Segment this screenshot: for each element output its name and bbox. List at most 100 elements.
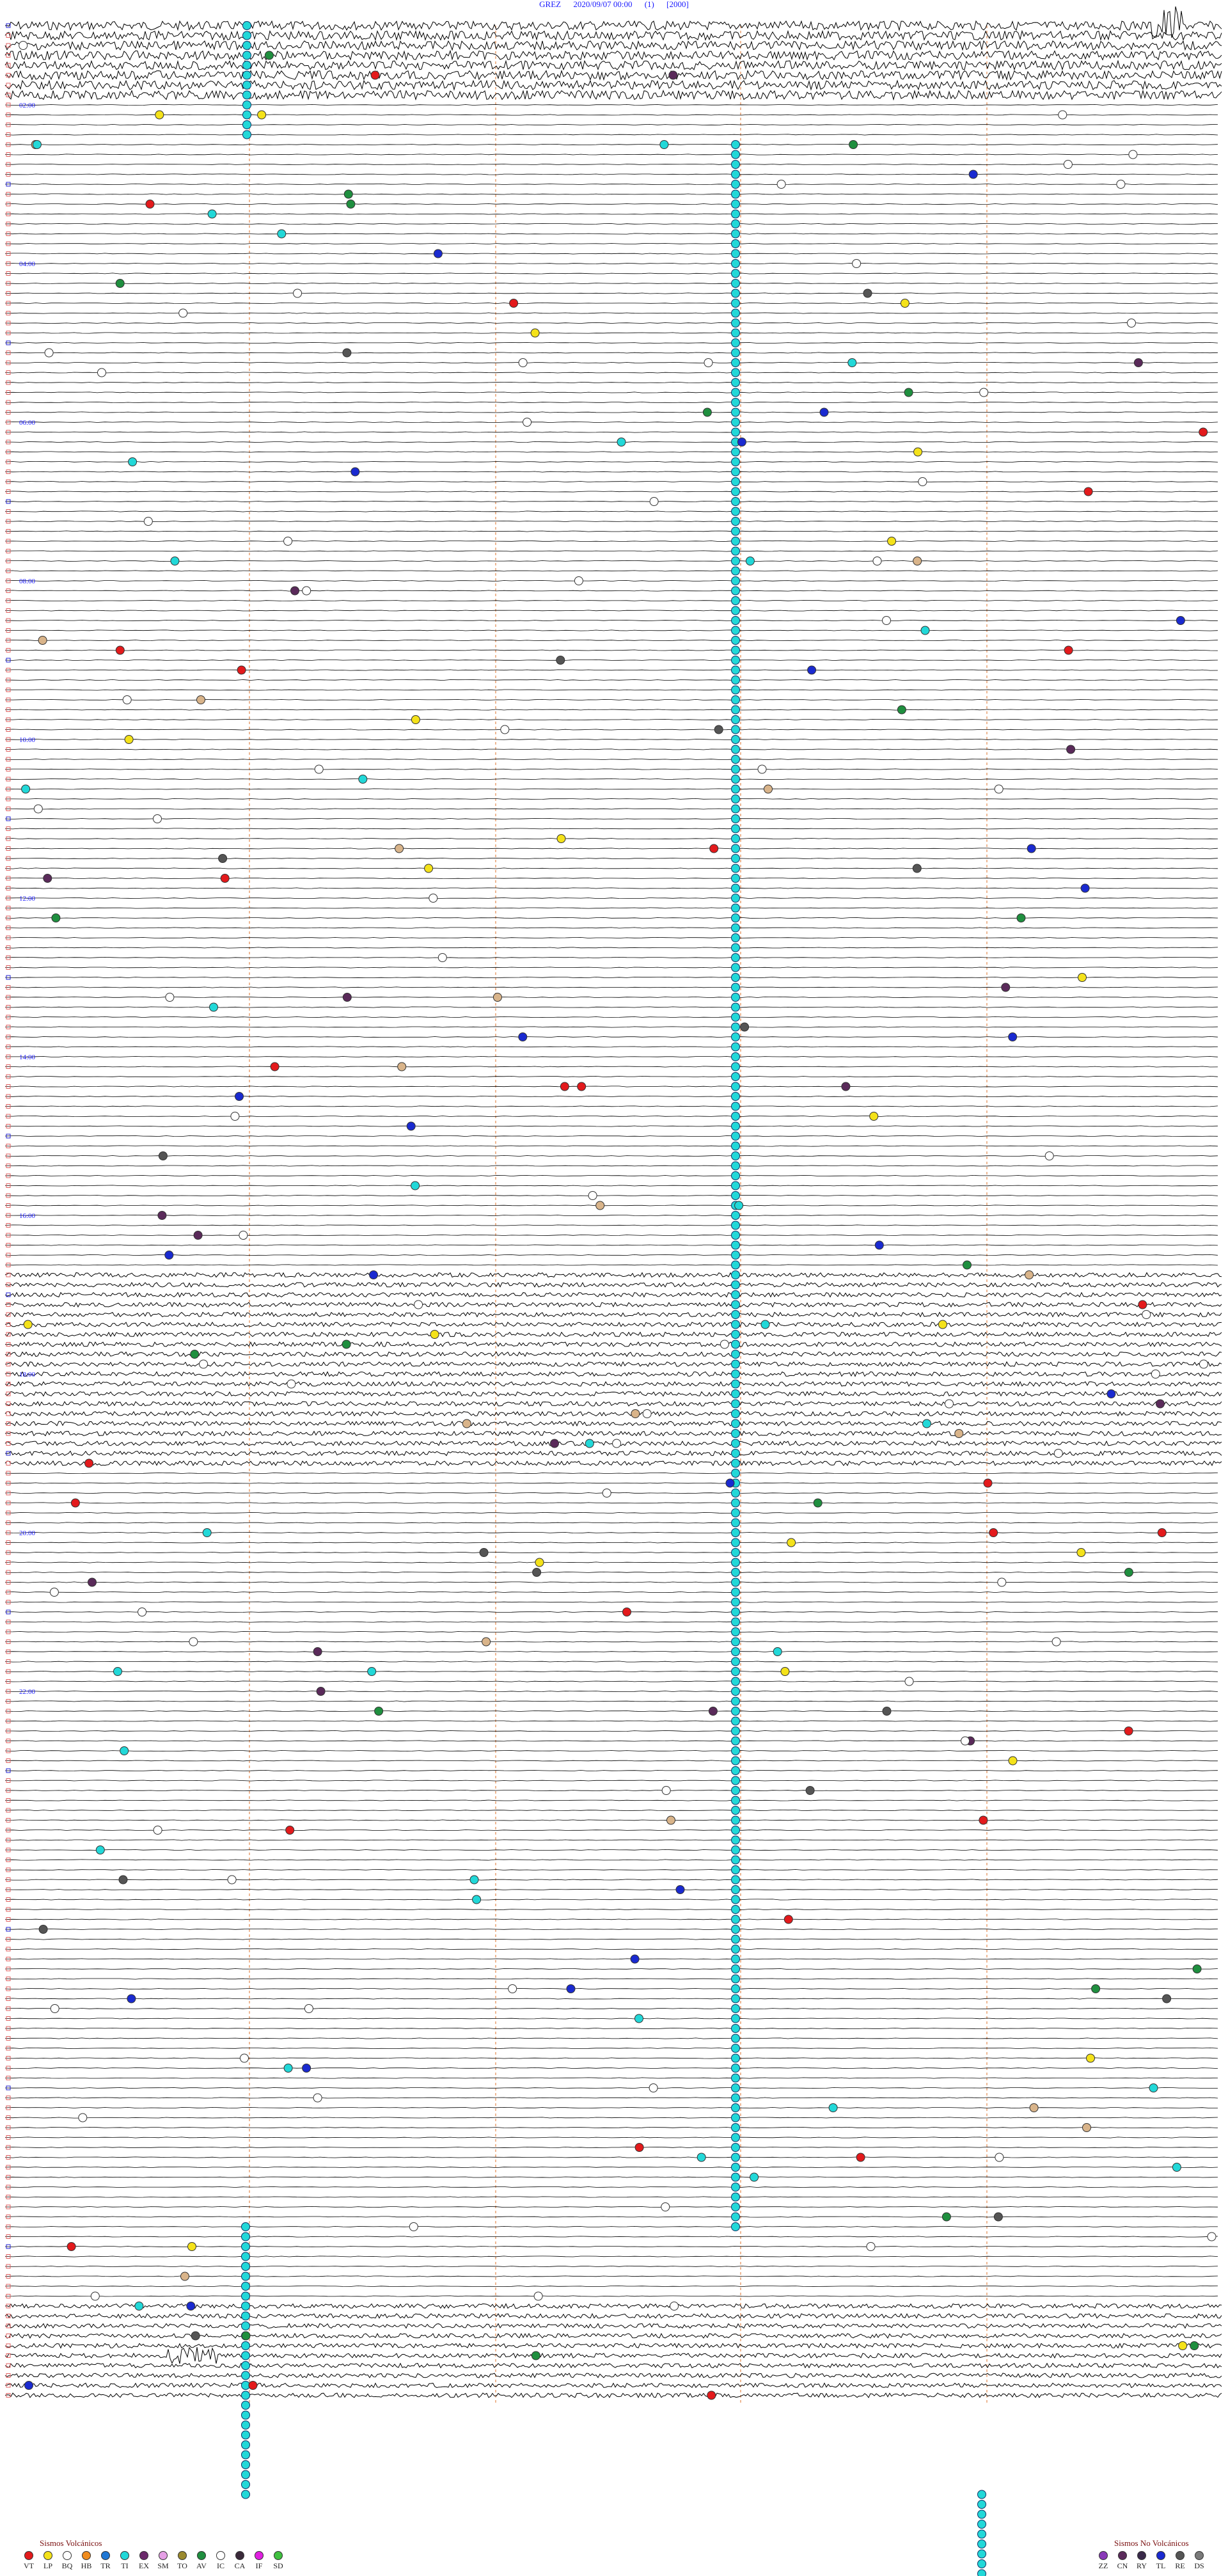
ti-event-column <box>731 2073 740 2083</box>
row-marker <box>6 876 11 881</box>
legend-swatch <box>178 2551 187 2560</box>
trace-row <box>4 1869 1218 1871</box>
ti-event-column <box>731 2183 740 2192</box>
event-marker <box>913 557 922 565</box>
row-marker <box>6 886 11 890</box>
event-marker <box>374 1707 384 1716</box>
row-marker <box>6 2105 11 2110</box>
row-marker <box>6 1996 11 2001</box>
legend-swatch <box>1137 2551 1146 2560</box>
trace-row <box>4 1938 1218 1940</box>
row-marker <box>6 2254 11 2259</box>
row-marker <box>6 2006 11 2011</box>
event-marker <box>145 200 155 209</box>
row-marker <box>6 2056 11 2060</box>
row-marker <box>6 331 11 335</box>
row-marker <box>6 320 11 326</box>
event-marker <box>1083 487 1093 496</box>
trace-row <box>4 381 1218 384</box>
row-marker <box>6 1134 11 1139</box>
row-marker <box>6 1034 11 1039</box>
trace-row <box>5 1066 1218 1068</box>
event-marker <box>178 308 188 318</box>
legend-code: SM <box>157 2561 169 2570</box>
ti-event-column <box>731 1002 740 1012</box>
event-marker <box>1076 1548 1086 1557</box>
trace-row <box>4 2392 1222 2399</box>
event-marker <box>469 1875 479 1885</box>
event-marker <box>1157 1528 1167 1537</box>
event-marker <box>165 993 175 1002</box>
legend-code: AV <box>196 2561 207 2570</box>
trace-row <box>4 143 1218 146</box>
event-marker <box>1066 745 1076 754</box>
ti-event-column <box>731 1191 740 1200</box>
event-marker <box>406 1121 416 1131</box>
legend-item-if: IF <box>249 2551 269 2571</box>
trace-row <box>4 1086 1218 1087</box>
event-marker <box>24 2381 33 2390</box>
ti-event-column <box>242 90 251 100</box>
legend-code: IC <box>217 2561 224 2570</box>
ti-event-column <box>731 1945 740 1954</box>
ti-event-column <box>731 537 740 546</box>
row-marker <box>6 2314 11 2318</box>
event-marker <box>1016 913 1026 922</box>
ti-event-column <box>731 913 740 922</box>
event-marker <box>1128 150 1138 159</box>
trace-row <box>4 1401 1222 1407</box>
event-marker <box>270 1062 279 1071</box>
event-marker <box>807 665 817 675</box>
row-marker <box>6 1203 11 1208</box>
trace-row <box>4 2018 1218 2019</box>
legend-swatch <box>197 2551 206 2560</box>
event-marker <box>1001 983 1011 992</box>
hour-label: 02:00 <box>19 102 36 109</box>
trace-row <box>4 897 1218 899</box>
ti-event-column <box>241 2371 250 2380</box>
event-marker <box>745 557 755 565</box>
row-marker <box>6 1986 11 1991</box>
ti-event-column <box>731 1885 740 1894</box>
ti-event-column <box>731 1806 740 1815</box>
ti-event-column <box>731 1677 740 1686</box>
event-marker <box>622 1608 631 1616</box>
event-marker <box>659 140 669 149</box>
ti-event-column <box>731 1022 740 1032</box>
ti-event-column <box>731 1052 740 1061</box>
ti-event-column <box>241 2470 250 2479</box>
event-marker <box>702 407 712 417</box>
row-marker <box>6 33 11 38</box>
legend-item-ic: IC <box>211 2551 230 2571</box>
event-marker <box>819 407 829 417</box>
event-marker <box>67 2242 76 2251</box>
row-marker <box>6 1679 11 1684</box>
ti-event-column <box>731 874 740 883</box>
trace-row <box>4 1272 1222 1278</box>
legend-volcanic: Sismos Volcánicos VT LP BQ HB TR TI EX SM TO AV IC… <box>19 2538 301 2574</box>
ti-event-column <box>731 1072 740 1081</box>
row-marker <box>6 1966 11 1972</box>
row-marker <box>6 509 11 514</box>
trace-row <box>4 1075 1218 1078</box>
event-marker <box>1124 1727 1133 1735</box>
ti-event-column <box>731 1330 740 1339</box>
ti-event-column <box>731 2163 740 2172</box>
trace-row <box>4 2206 1218 2208</box>
ti-event-column <box>731 467 740 477</box>
ti-event-column <box>731 626 740 635</box>
row-marker <box>6 73 11 77</box>
ti-event-column <box>731 1974 740 1984</box>
event-marker <box>577 1082 586 1091</box>
gain-value: (1) <box>644 0 654 9</box>
ti-event-column <box>242 21 251 30</box>
ti-event-column <box>731 1508 740 1517</box>
row-marker <box>6 1629 11 1634</box>
trace-row <box>4 1322 1222 1327</box>
row-marker <box>6 648 11 652</box>
event-marker <box>941 2212 951 2222</box>
ti-event-column <box>731 784 740 794</box>
trace-row <box>4 887 1218 889</box>
ti-event-column <box>731 943 740 952</box>
